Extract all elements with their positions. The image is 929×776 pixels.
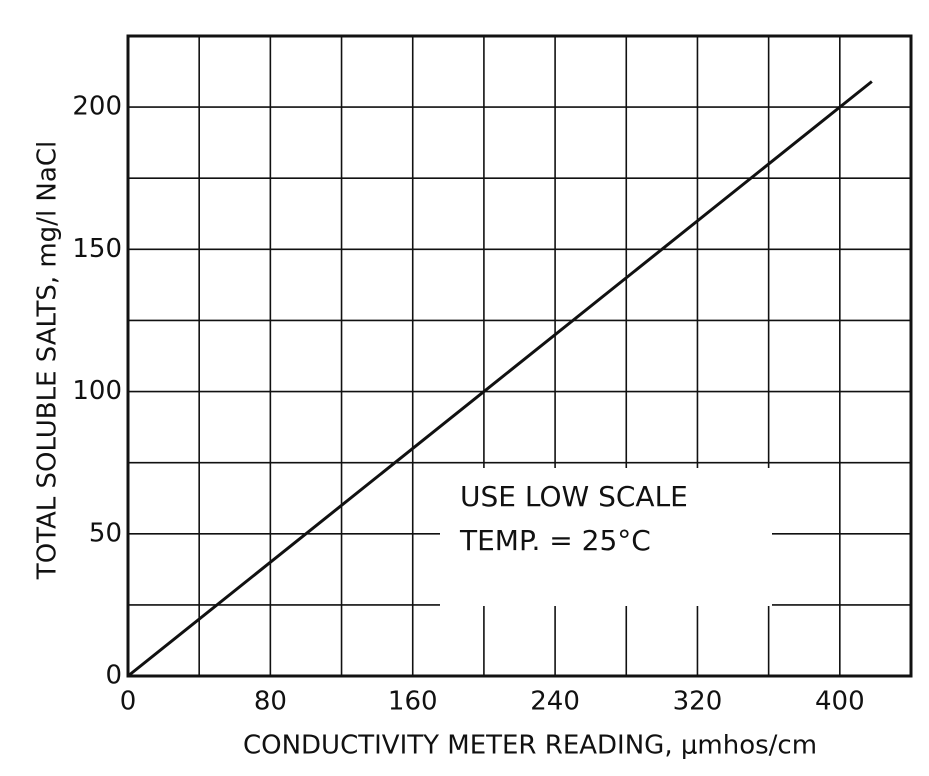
plot-frame [126,34,913,678]
y-tick-label: 0 [105,661,122,691]
data-line [127,80,873,678]
annotation: TEMP. = 25°C [459,524,651,557]
x-tick-label: 0 [120,687,137,717]
y-tick-label: 200 [72,92,122,122]
x-tick-label: 320 [673,687,723,717]
annotation-box [440,468,772,606]
x-tick-label: 160 [388,687,438,717]
x-tick-label: 240 [530,687,580,717]
y-axis-label: TOTAL SOLUBLE SALTS, mg/l NaCl [33,141,63,580]
annotation: USE LOW SCALE [460,480,688,513]
x-tick-label: 80 [254,687,287,717]
x-tick-label: 400 [815,687,865,717]
y-tick-label: 150 [72,234,122,264]
y-tick-label: 100 [72,376,122,406]
x-axis-label: CONDUCTIVITY METER READING, μmhos/cm [243,731,817,761]
y-tick-label: 50 [89,518,122,548]
